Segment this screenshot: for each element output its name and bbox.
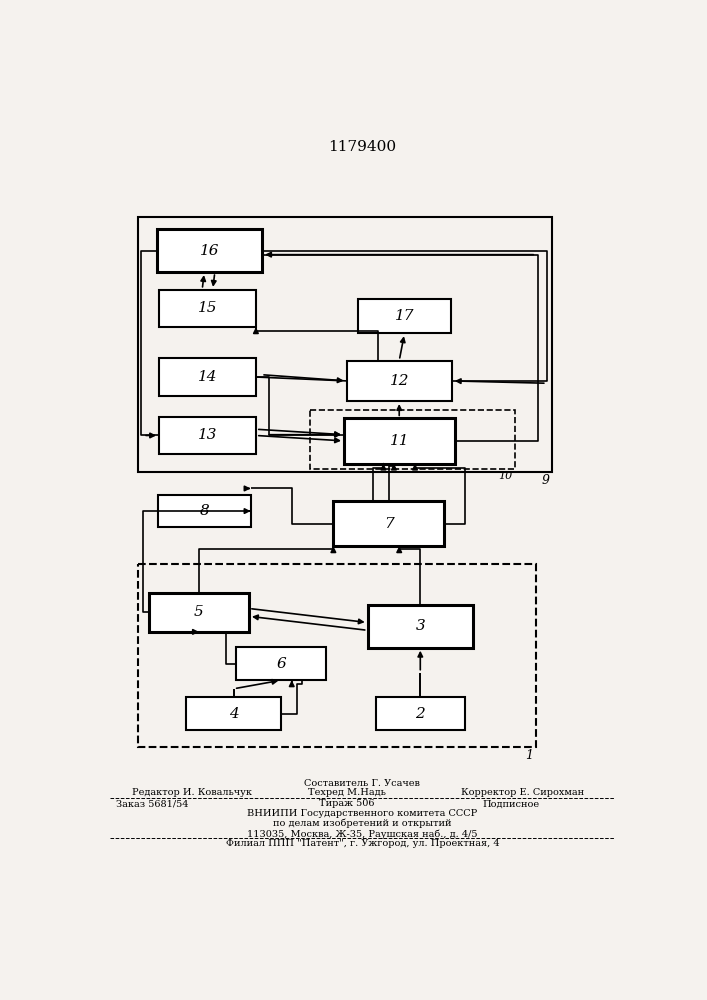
Text: Заказ 5681/54: Заказ 5681/54 [116,799,188,808]
Bar [236,647,326,680]
Text: Подписное: Подписное [483,799,540,808]
Text: Тираж 506: Тираж 506 [319,799,374,808]
Bar [158,495,251,527]
Text: 17: 17 [395,309,414,323]
Text: Филиал ППП "Патент", г. Ужгород, ул. Проектная, 4: Филиал ППП "Патент", г. Ужгород, ул. Про… [226,839,499,848]
Text: 15: 15 [198,301,217,315]
Text: 13: 13 [198,428,217,442]
Text: 5: 5 [194,605,204,619]
Bar [375,697,465,730]
Bar [187,697,281,730]
Text: 2: 2 [416,707,425,721]
Text: 1179400: 1179400 [328,140,397,154]
Text: Редактор И. Ковальчук: Редактор И. Ковальчук [132,788,252,797]
Text: 16: 16 [200,244,219,258]
Bar [138,564,536,747]
Bar [159,417,256,454]
Text: Техред М.Надь: Техред М.Надь [308,788,385,797]
Text: 9: 9 [542,474,549,487]
Text: 11: 11 [390,434,409,448]
Bar [334,501,444,546]
Text: 8: 8 [199,504,209,518]
Bar [310,410,515,469]
Bar [149,593,249,632]
Text: 12: 12 [390,374,409,388]
Bar [157,229,262,272]
Bar [346,361,452,401]
Bar [358,299,451,333]
Text: 6: 6 [276,657,286,671]
Text: 113035, Москва, Ж-35, Раушская наб., д. 4/5: 113035, Москва, Ж-35, Раушская наб., д. … [247,829,478,839]
Text: 14: 14 [198,370,217,384]
Text: Составитель Г. Усачев: Составитель Г. Усачев [305,779,420,788]
Text: 4: 4 [229,707,239,721]
Text: 1: 1 [525,749,534,762]
Text: 3: 3 [416,619,425,633]
Text: ВНИИПИ Государственного комитета СССР: ВНИИПИ Государственного комитета СССР [247,809,477,818]
Bar [159,358,256,396]
Text: 7: 7 [384,517,394,531]
Bar [344,418,455,464]
Bar [138,217,552,472]
Text: по делам изобретений и открытий: по делам изобретений и открытий [273,818,452,828]
Text: Корректор Е. Сирохман: Корректор Е. Сирохман [461,788,584,797]
Text: 10: 10 [498,471,513,481]
Bar [159,290,256,327]
Bar [368,605,473,648]
